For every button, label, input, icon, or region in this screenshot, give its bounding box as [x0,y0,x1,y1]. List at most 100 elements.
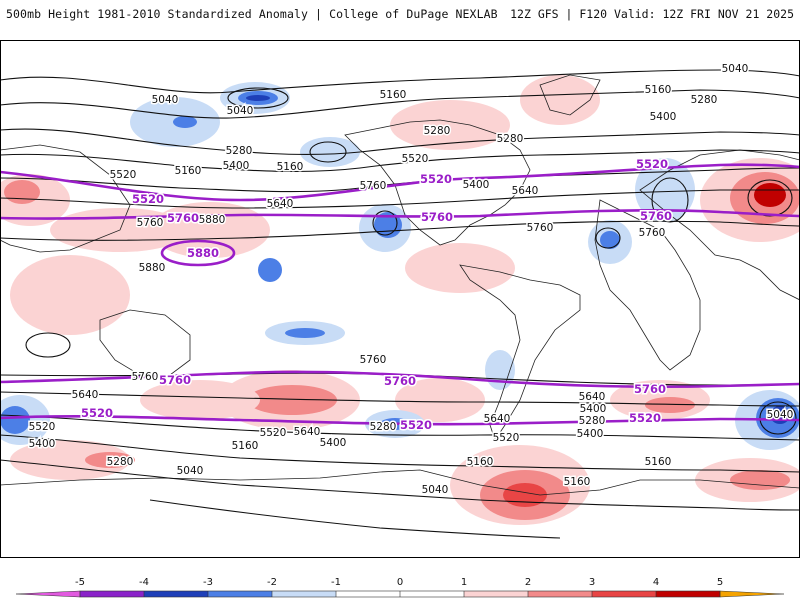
colorbar-segment [15,590,81,598]
colorbar-segment [719,590,785,598]
colorbar-tick-label: -2 [267,577,277,588]
highlight-label: 5760 [167,211,199,225]
contour-label: 5160 [277,161,304,173]
highlight-label: 5760 [421,210,453,224]
contour-label: 5280 [691,94,718,106]
anomaly-area [405,243,515,293]
colorbar-tick-marks [143,591,657,597]
anomaly-area [285,328,325,338]
contour-label: 5400 [577,428,604,440]
contour-label: 5760 [527,222,554,234]
anomaly-area [485,350,515,390]
contour-label: 5040 [227,105,254,117]
colorbar-segment [144,591,208,597]
contour-label: 5640 [512,185,539,197]
contour-line [149,499,561,539]
highlight-label: 5520 [420,172,452,186]
contour-label: 5280 [107,456,134,468]
contour-label: 5160 [175,165,202,177]
contour-label: 5040 [767,409,794,421]
contour-line [0,220,800,241]
contour-line [0,434,800,473]
colorbar-tick-label: 4 [653,577,659,588]
highlight-label: 5520 [636,157,668,171]
contour-label: 5280 [497,133,524,145]
contour-line [0,391,800,407]
contour-closed [595,227,621,249]
contour-label: 5040 [152,94,179,106]
contour-label: 5160 [380,89,407,101]
anomaly-area [246,95,270,101]
contour-closed [651,177,689,223]
colorbar-tick-label: -4 [139,577,149,588]
highlight-closed [160,239,236,267]
contour-label: 5160 [645,84,672,96]
anomaly-area [635,158,695,222]
contour-label: 5280 [424,125,451,137]
highlight-label: 5760 [159,373,191,387]
colorbar: -5 -4 -3 -2 -1 0 1 2 3 4 5 [15,577,785,598]
contour-label: 5880 [199,214,226,226]
contour-closed [227,87,289,109]
contour-label: 5160 [467,456,494,468]
coastline [539,74,601,116]
anomaly-area [4,180,40,204]
coastline [639,149,800,301]
contour-label: 5760 [132,371,159,383]
contour-label: 5520 [402,153,429,165]
contour-closed [759,401,797,435]
contour-closed [309,141,347,163]
contour-label: 5040 [422,484,449,496]
anomaly-map: 5040 5040 5040 5160 5160 5160 5160 5040 … [0,40,800,558]
contour-label: 5040 [177,465,204,477]
contour-label: 5760 [137,217,164,229]
colorbar-segment [208,591,272,597]
contour-line [0,69,800,94]
highlight-contours [0,163,800,426]
coastline [594,199,701,371]
coastlines [0,74,800,558]
anomaly-area [754,183,786,207]
anomaly-area [730,470,790,490]
contour-label: 5760 [360,180,387,192]
anomaly-area [247,385,337,415]
contour-label: 5400 [580,403,607,415]
colorbar-tick-label: 5 [717,577,723,588]
highlight-line [0,209,800,220]
contour-label: 5520 [260,427,287,439]
contour-label: 5160 [564,476,591,488]
highlight-label: 5880 [187,246,219,260]
contour-label: 5400 [463,179,490,191]
coastline [99,309,191,376]
model-run-label: 12Z GFS | F120 Valid: 12Z FRI NOV 21 202… [510,7,794,21]
contour-label: 5520 [110,169,137,181]
highlight-label: 5520 [132,192,164,206]
contour-label: 5760 [360,354,387,366]
colorbar-tick-label: -5 [75,577,85,588]
highlight-label: 5760 [634,382,666,396]
colorbar-tick-label: -3 [203,577,213,588]
anomaly-area [85,452,135,468]
chart-title: 500mb Height 1981-2010 Standardized Anom… [6,7,498,21]
contour-label: 5160 [232,440,259,452]
anomaly-area [0,406,30,434]
anomaly-area [520,75,600,125]
anomaly-area [395,378,485,422]
colorbar-segment [464,591,528,597]
coastline [459,264,581,441]
contour-label: 5640 [267,198,294,210]
contour-label: 5760 [639,227,666,239]
contour-label: 5640 [484,413,511,425]
highlight-line [0,370,800,389]
anomaly-shading [0,75,800,525]
contour-label: 5640 [294,426,321,438]
contour-label: 5520 [493,432,520,444]
contour-line [0,459,800,511]
highlight-label: 5760 [640,209,672,223]
highlight-label-group: 5520 5520 5520 5760 5760 5760 5880 5760 … [79,156,673,434]
contour-label: 5280 [370,421,397,433]
colorbar-segment [656,591,720,597]
colorbar-segment [592,591,656,597]
colorbar-tick-label: 3 [589,577,595,588]
contour-label: 5280 [579,415,606,427]
